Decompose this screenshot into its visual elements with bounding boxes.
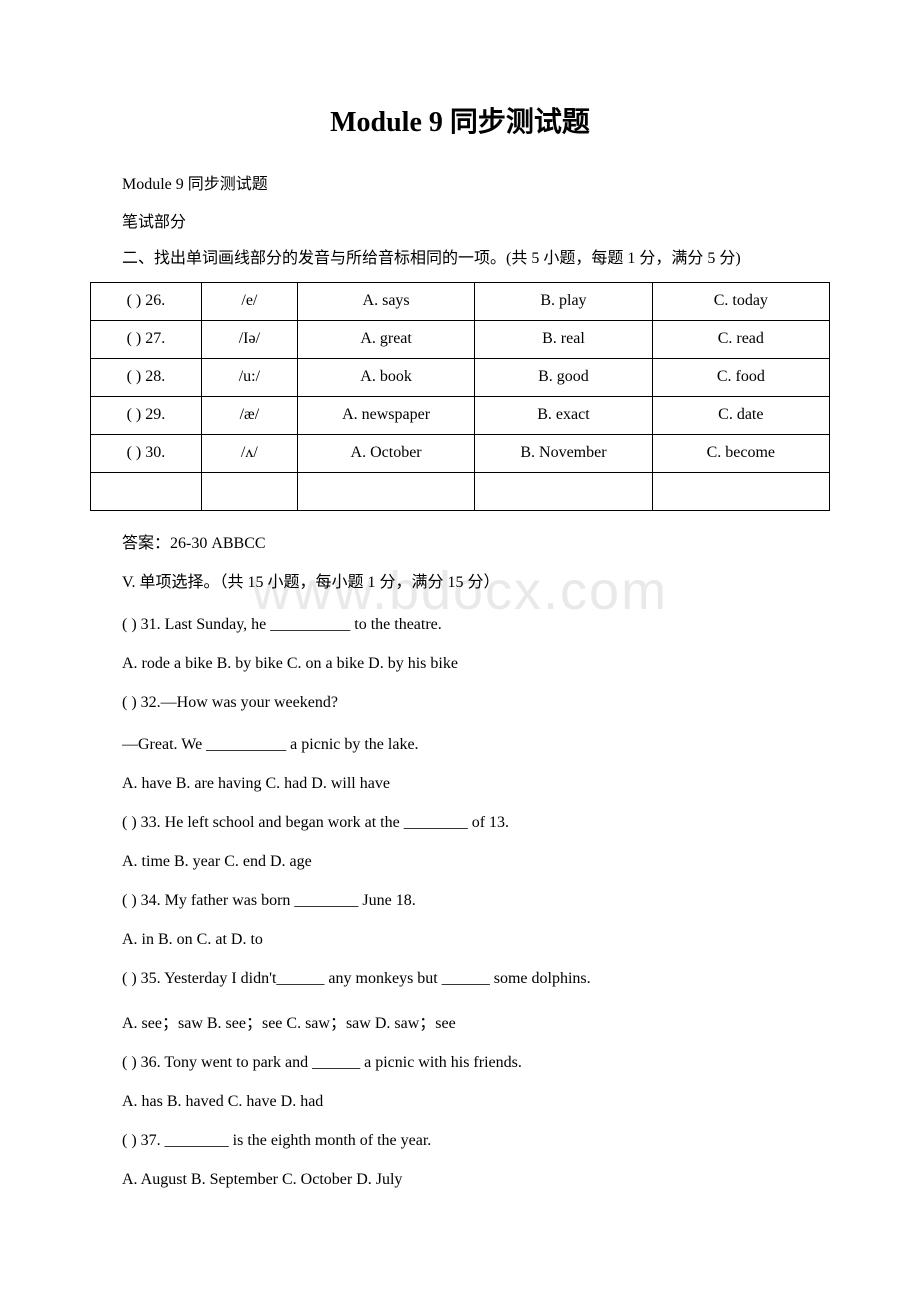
question-34-options: A. in B. on C. at D. to: [90, 931, 830, 949]
cell-num: ( ) 27.: [91, 320, 202, 358]
phonetic-table: ( ) 26. /e/ A. says B. play C. today ( )…: [90, 282, 830, 511]
cell-phonetic: /Iə/: [201, 320, 297, 358]
question-37-options: A. August B. September C. October D. Jul…: [90, 1171, 830, 1189]
question-33-options: A. time B. year C. end D. age: [90, 853, 830, 871]
cell-option-a: A. October: [297, 434, 474, 472]
cell-phonetic: /u:/: [201, 358, 297, 396]
cell-option-c: C. today: [652, 282, 829, 320]
cell-option-c: C. read: [652, 320, 829, 358]
question-31: ( ) 31. Last Sunday, he __________ to th…: [90, 613, 830, 637]
table-row: ( ) 26. /e/ A. says B. play C. today: [91, 282, 830, 320]
question-31-options: A. rode a bike B. by bike C. on a bike D…: [90, 655, 830, 673]
cell-option-b: B. November: [475, 434, 652, 472]
cell-option-a: A. newspaper: [297, 396, 474, 434]
question-36: ( ) 36. Tony went to park and ______ a p…: [90, 1051, 830, 1075]
cell-option-b: B. exact: [475, 396, 652, 434]
question-32-options: A. have B. are having C. had D. will hav…: [90, 775, 830, 793]
cell-empty: [201, 472, 297, 510]
cell-phonetic: /e/: [201, 282, 297, 320]
cell-option-b: B. real: [475, 320, 652, 358]
document-title: Module 9 同步测试题: [90, 100, 830, 140]
question-32-line2: —Great. We __________ a picnic by the la…: [90, 733, 830, 757]
section-5-heading: V. 单项选择。（共 15 小题，每小题 1 分，满分 15 分）: [90, 571, 830, 595]
table-row-empty: [91, 472, 830, 510]
cell-phonetic: /æ/: [201, 396, 297, 434]
cell-empty: [475, 472, 652, 510]
cell-option-b: B. good: [475, 358, 652, 396]
cell-empty: [652, 472, 829, 510]
question-36-options: A. has B. haved C. have D. had: [90, 1093, 830, 1111]
question-35-options: A. see；saw B. see；see C. saw；saw D. saw；…: [90, 1009, 830, 1033]
table-row: ( ) 30. /ʌ/ A. October B. November C. be…: [91, 434, 830, 472]
answer-2: 答案：26-30 ABBCC: [90, 529, 830, 553]
question-33: ( ) 33. He left school and began work at…: [90, 811, 830, 835]
question-35: ( ) 35. Yesterday I didn't______ any mon…: [90, 967, 830, 991]
question-34: ( ) 34. My father was born ________ June…: [90, 889, 830, 913]
cell-empty: [297, 472, 474, 510]
cell-num: ( ) 29.: [91, 396, 202, 434]
table-row: ( ) 28. /u:/ A. book B. good C. food: [91, 358, 830, 396]
cell-option-a: A. book: [297, 358, 474, 396]
table-row: ( ) 27. /Iə/ A. great B. real C. read: [91, 320, 830, 358]
question-32: ( ) 32.—How was your weekend?: [90, 691, 830, 715]
cell-option-a: A. says: [297, 282, 474, 320]
subtitle: Module 9 同步测试题: [90, 170, 830, 194]
question-37: ( ) 37. ________ is the eighth month of …: [90, 1129, 830, 1153]
cell-option-a: A. great: [297, 320, 474, 358]
instruction-2: 二、找出单词画线部分的发音与所给音标相同的一项。(共 5 小题，每题 1 分，满…: [90, 246, 830, 272]
cell-empty: [91, 472, 202, 510]
cell-option-c: C. food: [652, 358, 829, 396]
section-label: 笔试部分: [90, 208, 830, 232]
table-row: ( ) 29. /æ/ A. newspaper B. exact C. dat…: [91, 396, 830, 434]
cell-phonetic: /ʌ/: [201, 434, 297, 472]
cell-num: ( ) 28.: [91, 358, 202, 396]
document-content: Module 9 同步测试题 Module 9 同步测试题 笔试部分 二、找出单…: [90, 100, 830, 1189]
cell-num: ( ) 30.: [91, 434, 202, 472]
cell-option-c: C. become: [652, 434, 829, 472]
cell-num: ( ) 26.: [91, 282, 202, 320]
cell-option-b: B. play: [475, 282, 652, 320]
cell-option-c: C. date: [652, 396, 829, 434]
